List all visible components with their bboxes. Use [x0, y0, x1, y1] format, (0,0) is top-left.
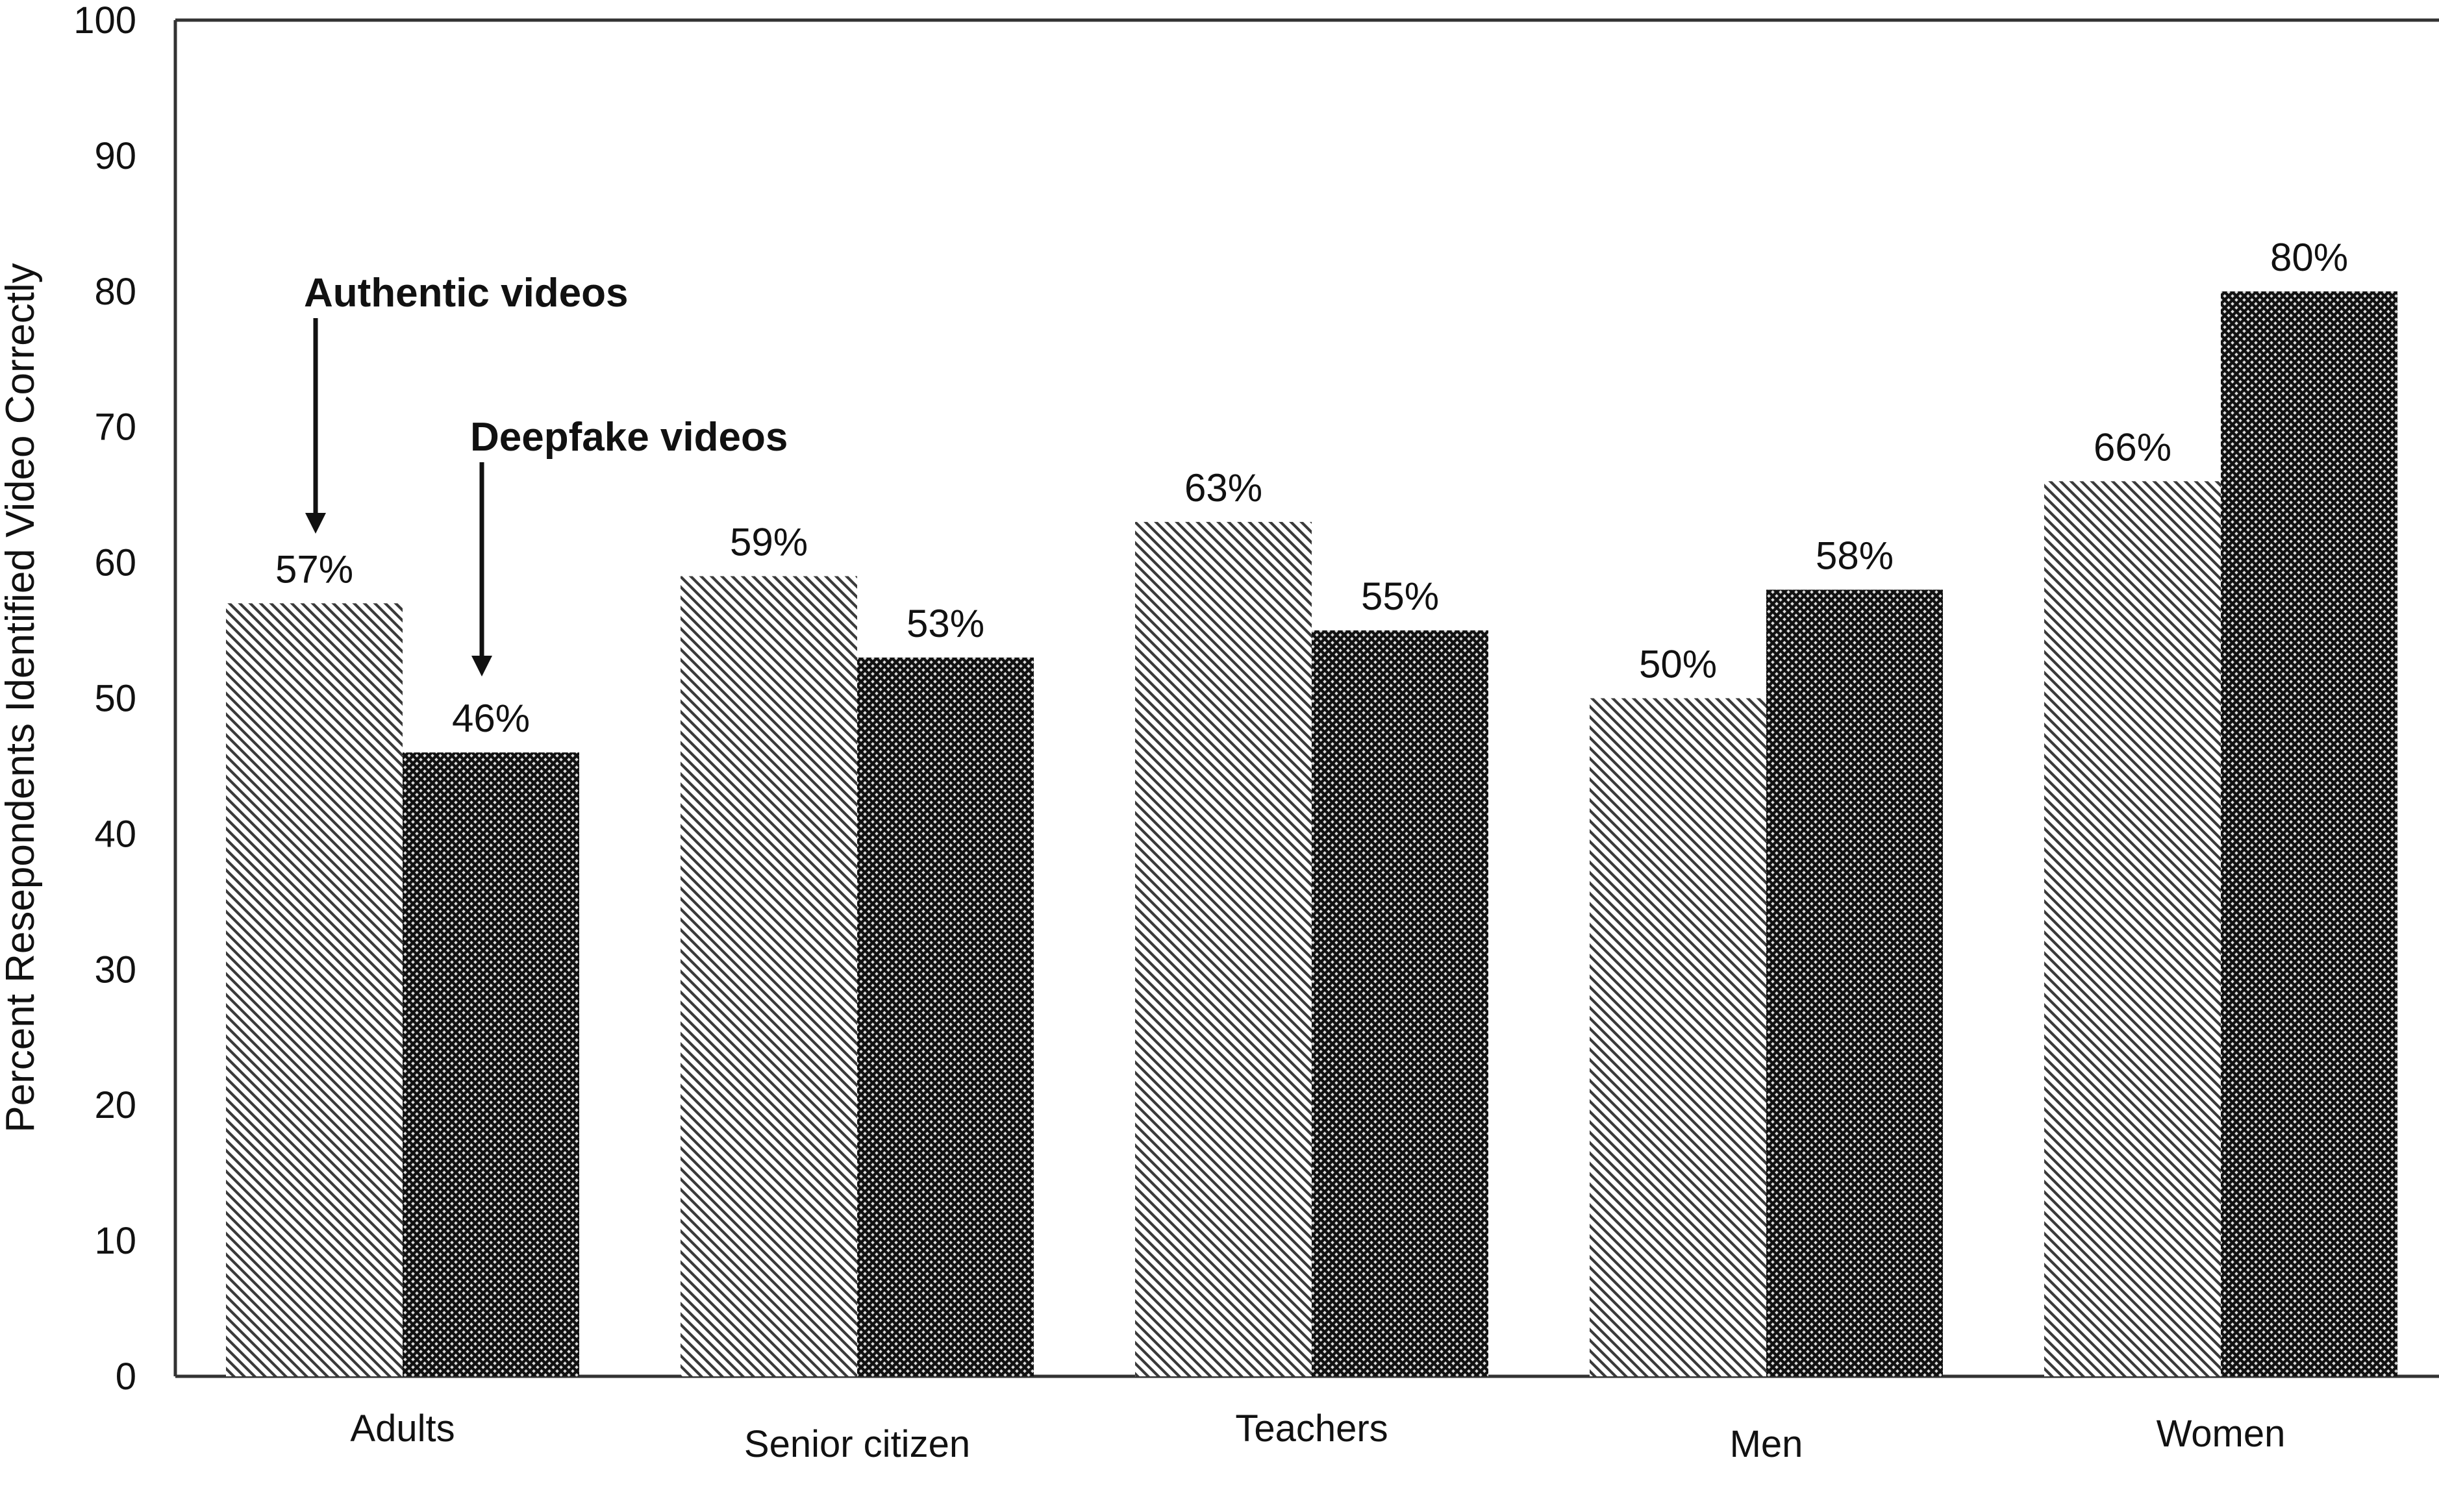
y-tick-label: 80	[94, 271, 136, 313]
bar-teachers-series-1	[1135, 521, 1312, 1377]
annotation-deepfake-arrowhead	[471, 656, 492, 676]
y-tick-label: 10	[94, 1220, 136, 1262]
bar-senior-citizen-series-1	[681, 576, 857, 1376]
bars-group	[226, 291, 2397, 1377]
category-label: Men	[1730, 1423, 1803, 1465]
y-tick-label: 20	[94, 1084, 136, 1126]
annotation-authentic-text: Authentic videos	[304, 271, 629, 316]
bar-adults-series-1	[226, 603, 403, 1376]
category-label: Adults	[350, 1407, 455, 1450]
bar-teachers-series-2	[1312, 630, 1488, 1376]
bar-men-series-2	[1766, 589, 1943, 1376]
category-labels-group: Adults Senior citizen Teachers Men Women	[350, 1407, 2285, 1465]
y-tick-label: 90	[94, 135, 136, 177]
bar-women-series-1	[2044, 481, 2221, 1376]
value-label: 59%	[730, 520, 808, 564]
y-tick-label: 0	[116, 1356, 136, 1398]
annotation-authentic-arrowhead	[305, 513, 326, 534]
y-tick-labels: 0 10 20 30 40 50 60 70 80 90 100	[73, 0, 136, 1398]
value-label: 53%	[907, 602, 984, 645]
annotation-authentic: Authentic videos	[304, 271, 629, 534]
value-label: 46%	[452, 697, 530, 740]
value-label: 57%	[275, 547, 353, 591]
value-label: 58%	[1816, 534, 1894, 577]
value-label: 80%	[2270, 236, 2348, 279]
category-label: Women	[2157, 1413, 2286, 1455]
bar-men-series-1	[1590, 698, 1766, 1376]
bar-adults-series-2	[403, 752, 579, 1376]
annotation-deepfake-text: Deepfake videos	[470, 415, 788, 460]
y-tick-label: 100	[73, 0, 136, 42]
category-label: Teachers	[1235, 1407, 1388, 1450]
category-label: Senior citizen	[744, 1423, 970, 1465]
y-tick-label: 50	[94, 678, 136, 720]
y-tick-label: 70	[94, 406, 136, 449]
value-label: 63%	[1184, 466, 1262, 510]
value-label: 66%	[2094, 425, 2171, 469]
annotation-deepfake: Deepfake videos	[470, 415, 788, 676]
y-tick-label: 60	[94, 542, 136, 584]
y-tick-label: 40	[94, 813, 136, 855]
value-label: 50%	[1639, 643, 1717, 686]
value-label: 55%	[1361, 575, 1439, 618]
value-labels-group: 57% 46% 59% 53% 63% 55% 50% 58% 66% 80%	[275, 236, 2348, 740]
y-axis-title: Percent Resepondents Identified Video Co…	[0, 263, 43, 1133]
bar-women-series-2	[2221, 291, 2397, 1376]
bar-senior-citizen-series-2	[857, 657, 1034, 1376]
y-tick-label: 30	[94, 948, 136, 991]
